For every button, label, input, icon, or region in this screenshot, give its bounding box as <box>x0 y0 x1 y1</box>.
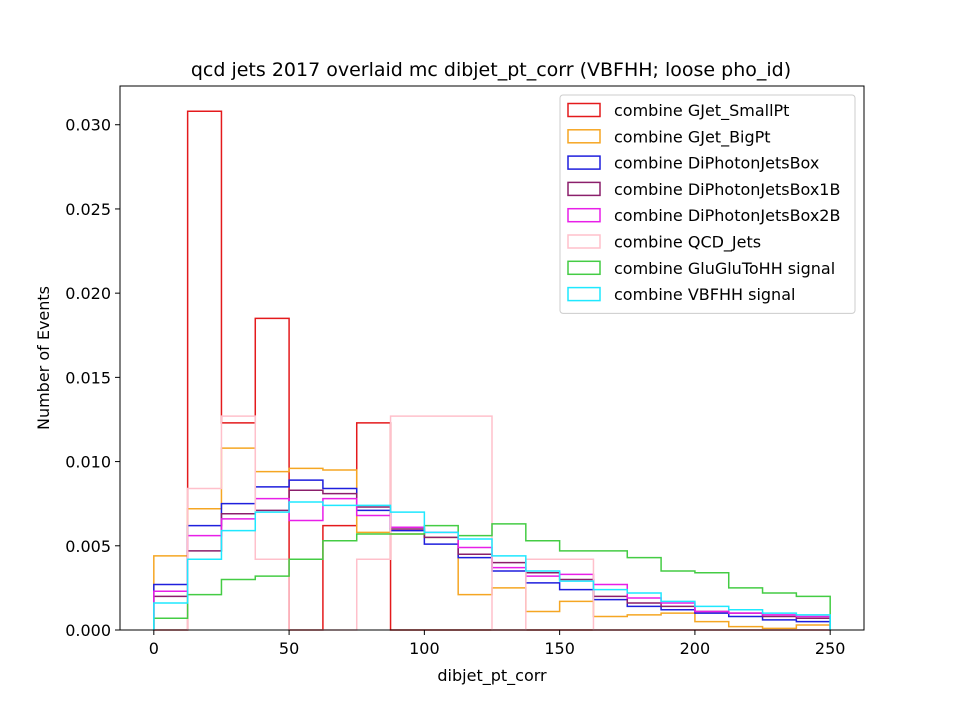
legend-label: combine GJet_SmallPt <box>614 101 789 121</box>
series-line-6 <box>153 523 831 630</box>
y-tick-label: 0.025 <box>65 200 111 219</box>
legend-swatch <box>567 181 601 197</box>
chart-title: qcd jets 2017 overlaid mc dibjet_pt_corr… <box>191 59 791 81</box>
y-tick-label: 0.000 <box>65 621 111 640</box>
legend-label: combine GJet_BigPt <box>614 127 771 147</box>
y-tick-label: 0.005 <box>65 537 111 556</box>
legend-swatch <box>567 207 601 223</box>
legend-label: combine DiPhotonJetsBox <box>614 154 819 173</box>
legend-swatch <box>567 129 601 144</box>
legend-swatch <box>567 234 601 249</box>
x-tick-label: 250 <box>815 639 846 658</box>
x-tick-label: 0 <box>149 639 159 658</box>
series-line-7 <box>153 501 831 630</box>
x-tick-label: 200 <box>680 639 711 658</box>
legend-box <box>559 94 856 314</box>
legend-swatch <box>567 155 601 170</box>
legend-label: combine DiPhotonJetsBox1B <box>614 180 840 199</box>
plot-frame <box>119 85 865 631</box>
y-tick-label: 0.030 <box>65 116 111 135</box>
y-tick-label: 0.015 <box>65 368 111 387</box>
legend-swatch <box>567 260 601 276</box>
legend-label: combine QCD_Jets <box>614 233 761 253</box>
x-tick-label: 150 <box>544 639 575 658</box>
legend-label: combine GluGluToHH signal <box>614 259 835 278</box>
x-axis: 0 50 100 150 200 250 <box>149 630 846 658</box>
y-tick-label: 0.010 <box>65 453 111 472</box>
legend-label: combine VBFHH signal <box>614 285 795 304</box>
x-tick-label: 100 <box>409 639 440 658</box>
x-tick-label: 50 <box>279 639 299 658</box>
legend-swatch <box>567 102 601 118</box>
y-axis-label: Number of Events <box>34 286 53 430</box>
x-axis-label: dibjet_pt_corr <box>437 666 547 686</box>
legend-label: combine DiPhotonJetsBox2B <box>614 206 840 225</box>
y-tick-label: 0.020 <box>65 284 111 303</box>
y-axis: 0.000 0.005 0.010 0.015 0.020 0.025 0.030 <box>65 116 120 640</box>
legend-swatch <box>567 286 601 302</box>
